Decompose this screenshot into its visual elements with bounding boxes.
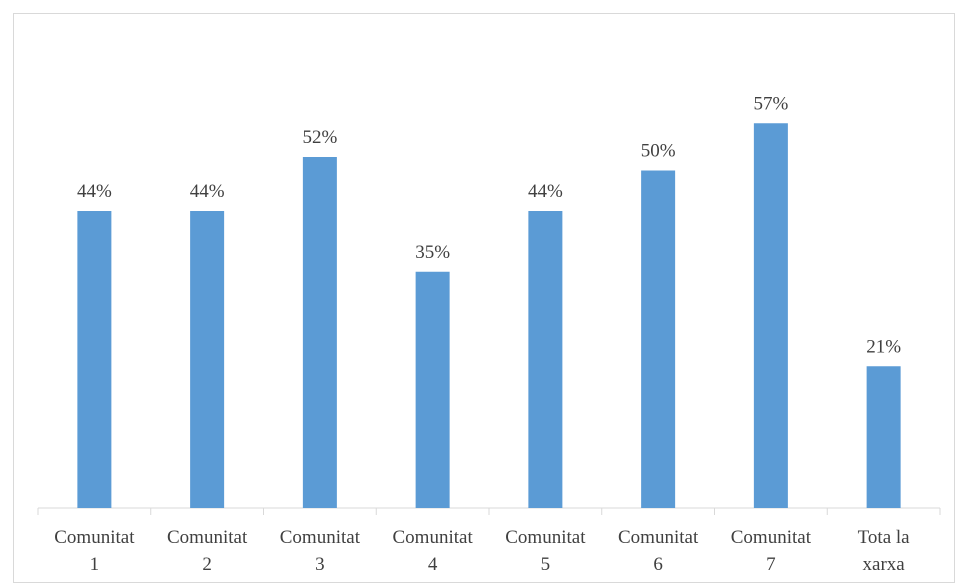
bar-2 bbox=[190, 211, 225, 508]
x-tick-label-3-line-1: Comunitat bbox=[280, 527, 361, 548]
x-tick-label-3-line-2: 3 bbox=[315, 554, 325, 575]
chart-frame bbox=[13, 13, 955, 583]
bar-5 bbox=[528, 211, 563, 508]
data-label-5: 44% bbox=[528, 181, 563, 202]
bar-8 bbox=[866, 366, 901, 508]
x-tick-label-1-line-2: 1 bbox=[90, 554, 100, 575]
x-tick-label-5-line-2: 5 bbox=[541, 554, 551, 575]
x-tick-label-7-line-1: Comunitat bbox=[731, 527, 812, 548]
x-tick-label-6-line-1: Comunitat bbox=[618, 527, 699, 548]
data-label-2: 44% bbox=[190, 181, 225, 202]
x-tick-label-6-line-2: 6 bbox=[653, 554, 663, 575]
bar-7 bbox=[753, 123, 788, 508]
data-label-8: 21% bbox=[866, 336, 901, 357]
data-label-4: 35% bbox=[415, 242, 450, 263]
x-tick-label-4-line-2: 4 bbox=[428, 554, 438, 575]
bar-6 bbox=[641, 170, 676, 508]
data-label-6: 50% bbox=[641, 141, 676, 162]
bar-4 bbox=[415, 271, 450, 508]
x-tick-label-2-line-1: Comunitat bbox=[167, 527, 248, 548]
x-tick-label-1-line-1: Comunitat bbox=[54, 527, 135, 548]
x-tick-label-2-line-2: 2 bbox=[202, 554, 212, 575]
bar-1 bbox=[77, 211, 112, 508]
x-tick-label-5-line-1: Comunitat bbox=[505, 527, 586, 548]
bar-3 bbox=[302, 157, 337, 508]
x-tick-label-7-line-2: 7 bbox=[766, 554, 776, 575]
x-tick-label-8-line-1: Tota la bbox=[858, 527, 911, 548]
data-label-3: 52% bbox=[302, 127, 337, 148]
x-tick-label-8-line-2: xarxa bbox=[863, 554, 906, 575]
x-tick-label-4-line-1: Comunitat bbox=[393, 527, 474, 548]
data-label-1: 44% bbox=[77, 181, 112, 202]
data-label-7: 57% bbox=[753, 93, 788, 114]
